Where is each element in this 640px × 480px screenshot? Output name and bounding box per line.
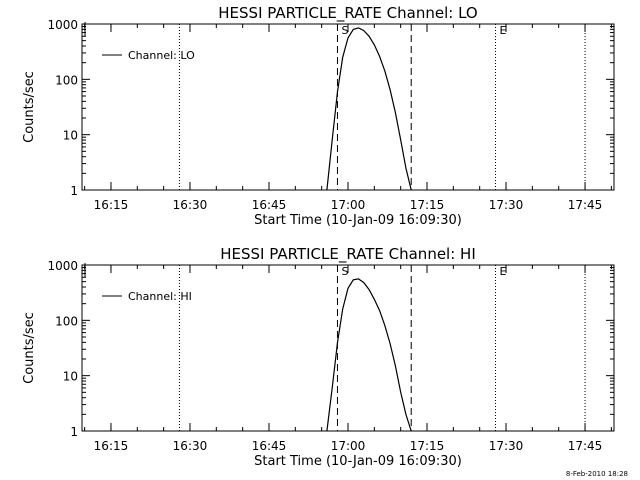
marker-label-e: E <box>499 265 506 278</box>
marker-label-e: E <box>499 24 506 37</box>
x-tick-label: 17:15 <box>410 198 445 212</box>
x-tick-label: 17:45 <box>568 439 603 453</box>
marker-label-s: S <box>341 24 348 37</box>
x-tick-label: 17:30 <box>489 198 524 212</box>
y-axis-label: Counts/sec <box>22 71 37 143</box>
y-tick-label: 100 <box>55 314 78 328</box>
legend-label: Channel: LO <box>128 49 195 62</box>
x-axis-label: Start Time (10-Jan-09 16:09:30) <box>254 454 462 469</box>
x-axis-label: Start Time (10-Jan-09 16:09:30) <box>254 213 462 228</box>
x-tick-label: 16:15 <box>94 439 129 453</box>
y-tick-label: 100 <box>55 73 78 87</box>
y-tick-label: 10 <box>63 370 78 384</box>
y-tick-label: 1000 <box>47 259 78 273</box>
y-tick-label: 1000 <box>47 18 78 32</box>
chart-panel-1: HESSI PARTICLE_RATE Channel: LO 16:15 16:3… <box>22 4 615 228</box>
x-tick-label: 17:45 <box>568 198 603 212</box>
chart-title: HESSI PARTICLE_RATE Channel: LO <box>218 4 477 23</box>
series-line <box>326 278 412 432</box>
chart-panel-2: HESSI PARTICLE_RATE Channel: HI 16:15 16:3… <box>22 245 615 469</box>
x-tick-label: 17:00 <box>331 439 366 453</box>
marker-label-s: S <box>341 265 348 278</box>
x-tick-label: 17:15 <box>410 439 445 453</box>
series-line <box>326 27 412 191</box>
chart-title: HESSI PARTICLE_RATE Channel: HI <box>220 245 476 264</box>
y-axis-label: Counts/sec <box>22 312 37 384</box>
y-tick-label: 10 <box>63 129 78 143</box>
legend-label: Channel: HI <box>128 290 192 303</box>
x-tick-label: 17:00 <box>331 198 366 212</box>
x-tick-label: 16:45 <box>252 439 287 453</box>
x-tick-label: 16:45 <box>252 198 287 212</box>
x-tick-label: 16:30 <box>173 439 208 453</box>
y-tick-label: 1 <box>70 425 78 439</box>
footer-timestamp: 8-Feb-2010 18:28 <box>565 470 628 478</box>
y-tick-label: 1 <box>70 184 78 198</box>
x-tick-label: 16:15 <box>94 198 129 212</box>
x-tick-label: 16:30 <box>173 198 208 212</box>
x-tick-label: 17:30 <box>489 439 524 453</box>
